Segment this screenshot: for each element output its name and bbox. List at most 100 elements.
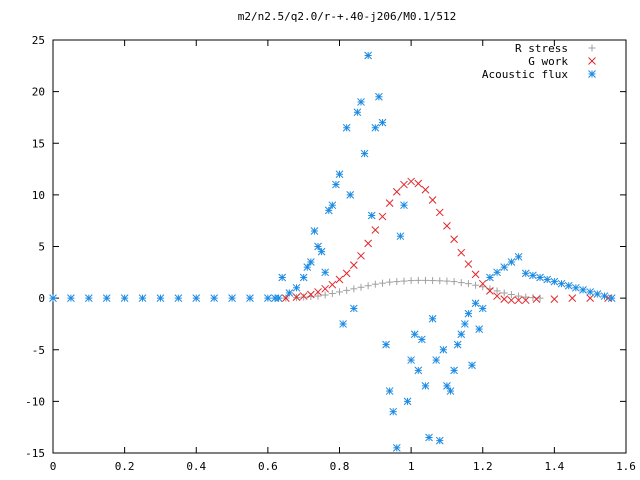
data-point bbox=[522, 293, 530, 301]
series-2 bbox=[49, 51, 616, 452]
data-point bbox=[536, 273, 544, 282]
x-tick-label: 1.6 bbox=[616, 460, 636, 473]
legend-marker bbox=[588, 70, 596, 78]
data-point bbox=[335, 275, 344, 284]
legend-label-acoustic-flux: Acoustic flux bbox=[482, 68, 568, 81]
tick-labels-layer: 0 0.2 0.4 0.6 0.8 1 1.2 1.4 1.6 -15 -10 -5 0 5 10 15 20 2… bbox=[25, 34, 636, 473]
data-point bbox=[514, 296, 523, 305]
y-tick-label: 10 bbox=[32, 189, 45, 202]
data-point bbox=[446, 387, 455, 395]
data-point bbox=[460, 320, 469, 328]
data-point bbox=[400, 180, 408, 189]
x-tick-label: 0 bbox=[50, 460, 57, 473]
data-point bbox=[521, 269, 530, 278]
data-point bbox=[593, 290, 602, 298]
data-point bbox=[192, 294, 201, 302]
data-point bbox=[343, 286, 351, 294]
data-point bbox=[281, 294, 290, 302]
data-point bbox=[500, 295, 509, 304]
data-point bbox=[475, 325, 484, 333]
data-point bbox=[493, 287, 501, 295]
legend: R stress G work Acoustic flux bbox=[482, 42, 596, 81]
data-point bbox=[328, 280, 337, 289]
data-point bbox=[138, 294, 147, 302]
x-tick-label: 1.4 bbox=[544, 460, 564, 473]
data-point bbox=[450, 366, 458, 375]
data-point bbox=[478, 304, 487, 313]
data-point bbox=[572, 283, 580, 292]
data-point bbox=[521, 296, 530, 305]
data-point bbox=[378, 118, 387, 127]
data-point bbox=[421, 276, 429, 284]
data-point bbox=[514, 252, 523, 261]
data-point bbox=[414, 179, 423, 188]
data-point bbox=[500, 289, 508, 297]
data-point bbox=[464, 309, 473, 318]
data-point bbox=[364, 282, 372, 290]
data-point bbox=[389, 407, 398, 416]
data-point bbox=[342, 269, 351, 278]
y-tick-label: -5 bbox=[32, 344, 45, 357]
data-point bbox=[457, 248, 466, 257]
series-0 bbox=[282, 276, 544, 302]
data-point bbox=[464, 260, 473, 268]
data-point bbox=[579, 286, 587, 294]
data-point bbox=[299, 273, 308, 282]
data-point bbox=[403, 397, 412, 406]
data-point bbox=[378, 279, 386, 287]
data-point bbox=[357, 251, 365, 260]
data-point bbox=[428, 314, 437, 323]
data-point bbox=[278, 273, 287, 282]
data-point bbox=[486, 287, 494, 295]
data-point bbox=[425, 433, 433, 442]
x-tick-label: 0.8 bbox=[330, 460, 350, 473]
data-point bbox=[414, 276, 422, 284]
y-tick-label: 25 bbox=[32, 34, 45, 47]
data-point bbox=[407, 277, 415, 285]
data-point bbox=[507, 258, 516, 266]
data-point bbox=[306, 290, 315, 299]
data-point bbox=[439, 345, 448, 354]
data-point bbox=[210, 294, 219, 302]
x-tick-label: 0.2 bbox=[115, 460, 135, 473]
data-point bbox=[493, 292, 501, 300]
data-point bbox=[479, 283, 487, 291]
y-tick-label: -15 bbox=[25, 447, 45, 460]
data-point bbox=[436, 277, 444, 285]
data-point bbox=[367, 211, 376, 220]
data-point bbox=[49, 294, 57, 302]
data-point bbox=[246, 294, 254, 302]
data-point bbox=[300, 293, 308, 301]
data-point bbox=[435, 208, 444, 217]
data-point bbox=[346, 191, 355, 199]
data-point bbox=[428, 196, 437, 204]
data-point bbox=[174, 294, 183, 302]
data-point bbox=[414, 366, 423, 375]
data-point bbox=[468, 361, 476, 370]
data-point bbox=[349, 261, 358, 269]
data-point bbox=[336, 288, 343, 296]
data-point bbox=[393, 278, 401, 286]
data-point bbox=[392, 187, 401, 196]
data-point bbox=[432, 356, 441, 364]
data-point bbox=[418, 335, 426, 344]
data-point bbox=[507, 291, 515, 299]
y-tick-label: 15 bbox=[32, 137, 45, 150]
data-point bbox=[67, 294, 75, 302]
data-point bbox=[568, 294, 577, 302]
ticks-layer bbox=[52, 39, 627, 454]
data-point bbox=[607, 294, 616, 302]
data-point bbox=[550, 277, 559, 286]
y-tick-label: 5 bbox=[38, 241, 45, 254]
data-point bbox=[264, 294, 272, 302]
data-point bbox=[314, 242, 322, 251]
data-point bbox=[292, 293, 301, 301]
data-point bbox=[371, 123, 380, 132]
data-point bbox=[335, 170, 344, 179]
data-point bbox=[471, 270, 480, 279]
data-point bbox=[564, 281, 573, 290]
data-point bbox=[557, 279, 566, 288]
series-layer bbox=[49, 51, 616, 452]
data-point bbox=[493, 268, 501, 277]
